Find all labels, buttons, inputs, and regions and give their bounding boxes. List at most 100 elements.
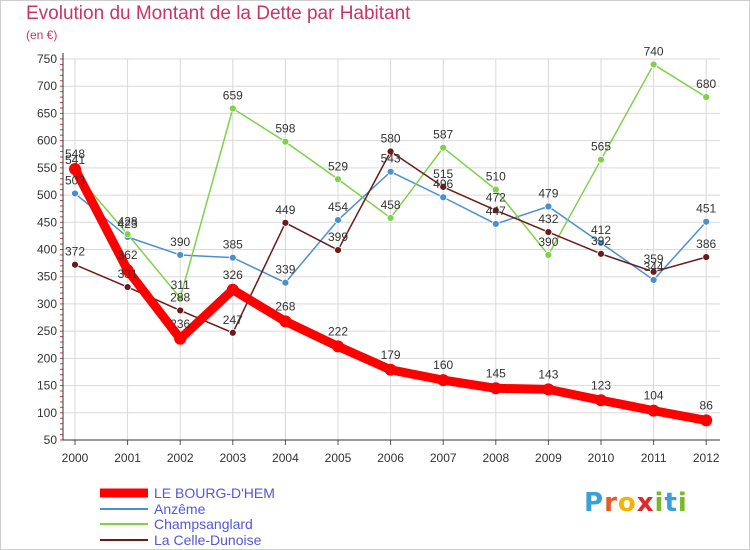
logo-letter: x	[636, 488, 655, 518]
proxiti-logo: Proxiti	[584, 488, 688, 518]
data-label: 451	[696, 202, 716, 216]
y-tick-label: 500	[37, 188, 57, 202]
y-axis-ticks: 50 100 150 200 250 300 350 400 450 500 550 600 650 70…	[37, 52, 57, 447]
data-point	[228, 253, 237, 262]
data-point	[491, 206, 500, 215]
y-tick-label: 650	[37, 106, 57, 120]
logo-letter: r	[604, 488, 618, 518]
chart-subtitle: (en €)	[26, 28, 58, 42]
y-tick-label: 200	[37, 351, 57, 365]
data-point	[649, 267, 658, 276]
data-point	[228, 328, 237, 337]
data-label: 362	[118, 248, 138, 262]
data-point	[542, 383, 555, 396]
x-tick-label: 2000	[62, 451, 89, 465]
data-label: 423	[118, 217, 138, 231]
data-label: 548	[65, 147, 85, 161]
data-point	[491, 220, 500, 228]
data-label: 326	[223, 268, 243, 282]
data-label: 86	[700, 398, 714, 412]
data-label: 268	[275, 299, 295, 313]
data-point	[123, 283, 132, 291]
data-point	[334, 175, 342, 184]
data-point	[647, 404, 660, 417]
data-label: 344	[644, 260, 664, 274]
data-point	[281, 137, 290, 146]
logo-letter: o	[617, 488, 637, 518]
data-label: 123	[591, 378, 611, 392]
data-label: 145	[486, 366, 506, 380]
data-point	[386, 147, 395, 156]
data-point	[281, 278, 290, 287]
data-point	[597, 249, 605, 258]
x-tick-label: 2003	[219, 451, 246, 465]
data-label: 104	[644, 389, 664, 403]
data-point	[702, 93, 711, 101]
data-label: 392	[591, 234, 611, 248]
data-point	[544, 228, 553, 236]
data-label: 160	[433, 358, 453, 372]
data-point	[121, 264, 134, 277]
data-point	[174, 332, 187, 345]
y-tick-label: 150	[37, 379, 57, 393]
data-label: 458	[381, 198, 401, 212]
legend-label: Champsanglard	[154, 516, 253, 532]
data-label: 288	[170, 290, 190, 304]
data-label: 247	[223, 313, 243, 327]
y-tick-label: 750	[37, 52, 57, 66]
data-label: 339	[275, 263, 295, 277]
legend-label: LE BOURG-D'HEM	[154, 485, 275, 501]
data-label: 565	[591, 140, 611, 154]
data-label: 541	[65, 153, 85, 167]
data-point	[386, 214, 395, 222]
y-tick-label: 450	[37, 215, 57, 229]
y-tick-label: 50	[44, 433, 58, 447]
data-point	[649, 60, 658, 69]
data-point	[71, 260, 79, 269]
data-label: 598	[275, 122, 295, 136]
logo-letter: i	[654, 488, 665, 518]
data-label: 740	[644, 44, 664, 58]
x-tick-label: 2008	[482, 451, 509, 465]
data-point	[437, 374, 450, 387]
legend-label: La Celle-Dunoise	[154, 532, 262, 548]
axes	[60, 53, 720, 445]
data-label: 390	[538, 235, 558, 249]
data-point	[71, 189, 79, 198]
y-tick-label: 700	[37, 79, 57, 93]
y-tick-label: 250	[37, 324, 57, 338]
data-label: 580	[381, 132, 401, 146]
data-point	[228, 104, 237, 113]
data-point	[544, 251, 553, 259]
logo-letter: P	[584, 488, 605, 518]
data-point	[386, 167, 395, 176]
data-label: 372	[65, 245, 85, 259]
logo-letter: t	[664, 488, 678, 518]
data-point	[226, 283, 239, 296]
data-label: 222	[328, 324, 348, 338]
data-label: 587	[433, 128, 453, 142]
data-label: 543	[381, 152, 401, 166]
data-label: 399	[328, 230, 348, 244]
x-tick-label: 2009	[535, 451, 562, 465]
data-label: 331	[118, 267, 138, 281]
x-tick-label: 2010	[588, 451, 615, 465]
data-label: 447	[486, 204, 506, 218]
data-point	[384, 363, 397, 376]
data-label: 496	[433, 177, 453, 191]
y-tick-label: 350	[37, 270, 57, 284]
data-label: 359	[644, 252, 664, 266]
data-label: 510	[486, 170, 506, 184]
data-label: 449	[275, 203, 295, 217]
x-tick-label: 2004	[272, 451, 299, 465]
data-point	[176, 251, 185, 259]
data-point	[649, 276, 658, 284]
data-label: 503	[65, 173, 85, 187]
x-tick-label: 2001	[114, 451, 141, 465]
x-tick-label: 2006	[377, 451, 404, 465]
data-point	[439, 183, 448, 191]
data-point	[489, 382, 502, 395]
data-labels: 503 423 390 385 339 454 543 496 447 479 412 344 451 5…	[65, 44, 717, 412]
y-tick-label: 300	[37, 297, 57, 311]
